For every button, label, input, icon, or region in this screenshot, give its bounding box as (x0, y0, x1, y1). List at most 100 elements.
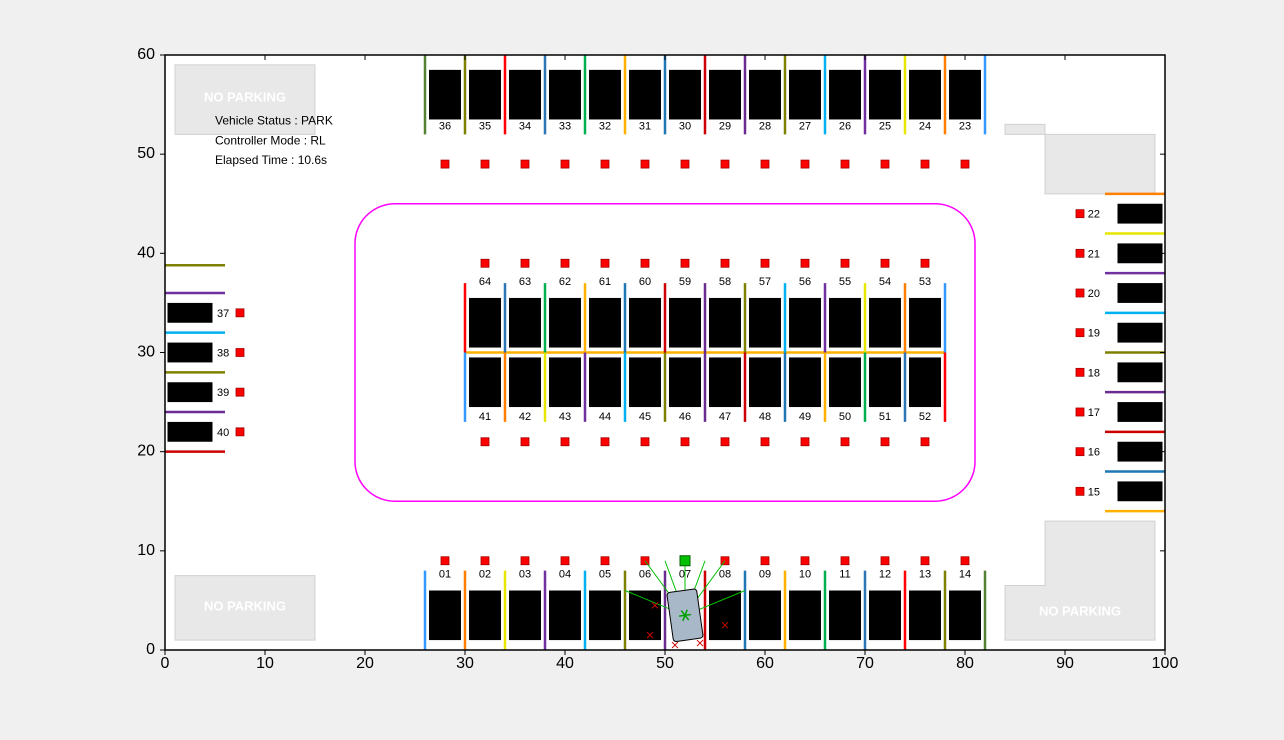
parked-car (509, 70, 541, 120)
svg-text:39: 39 (217, 387, 229, 399)
svg-text:NO PARKING: NO PARKING (1039, 90, 1121, 105)
parked-car (549, 70, 581, 120)
svg-text:29: 29 (719, 120, 731, 132)
x-tick-label: 70 (856, 655, 874, 672)
parked-car (709, 357, 741, 407)
svg-text:09: 09 (759, 569, 771, 581)
parked-car (789, 70, 821, 120)
x-tick-label: 80 (956, 655, 974, 672)
red-marker (761, 438, 769, 446)
red-marker (561, 259, 569, 267)
parked-car (549, 298, 581, 348)
parked-car (1118, 204, 1163, 224)
x-tick-label: 60 (756, 655, 774, 672)
parked-car (949, 70, 981, 120)
svg-text:18: 18 (1088, 367, 1100, 379)
svg-text:52: 52 (919, 411, 931, 423)
parked-car (168, 422, 213, 442)
svg-text:34: 34 (519, 120, 531, 132)
parked-car (869, 591, 901, 641)
svg-text:01: 01 (439, 569, 451, 581)
parked-car (429, 591, 461, 641)
parked-car (1118, 402, 1163, 422)
red-marker (1076, 249, 1084, 257)
svg-text:02: 02 (479, 569, 491, 581)
red-marker (801, 557, 809, 565)
svg-text:24: 24 (919, 120, 931, 132)
red-marker (641, 160, 649, 168)
red-marker (561, 557, 569, 565)
parked-car (869, 357, 901, 407)
svg-text:44: 44 (599, 411, 611, 423)
svg-text:55: 55 (839, 276, 851, 288)
svg-text:58: 58 (719, 276, 731, 288)
red-marker (481, 259, 489, 267)
parked-car (589, 298, 621, 348)
red-marker (236, 388, 244, 396)
red-marker (236, 428, 244, 436)
red-marker (601, 259, 609, 267)
red-marker (601, 438, 609, 446)
y-tick-label: 10 (137, 542, 155, 559)
svg-text:04: 04 (559, 569, 571, 581)
parked-car (909, 298, 941, 348)
parked-car (1118, 283, 1163, 303)
x-tick-label: 50 (656, 655, 674, 672)
red-marker (921, 557, 929, 565)
x-tick-label: 30 (456, 655, 474, 672)
svg-text:56: 56 (799, 276, 811, 288)
red-marker (1076, 329, 1084, 337)
svg-text:17: 17 (1088, 407, 1100, 419)
red-marker (601, 160, 609, 168)
svg-text:37: 37 (217, 308, 229, 320)
svg-text:NO PARKING: NO PARKING (1039, 603, 1121, 618)
red-marker (761, 259, 769, 267)
red-marker (481, 160, 489, 168)
svg-text:47: 47 (719, 411, 731, 423)
svg-text:23: 23 (959, 120, 971, 132)
svg-text:10: 10 (799, 569, 811, 581)
svg-text:63: 63 (519, 276, 531, 288)
parked-car (549, 591, 581, 641)
svg-text:Vehicle Status : PARK: Vehicle Status : PARK (215, 113, 333, 127)
red-marker (921, 160, 929, 168)
svg-text:25: 25 (879, 120, 891, 132)
red-marker (481, 438, 489, 446)
svg-text:51: 51 (879, 411, 891, 423)
x-tick-label: 90 (1056, 655, 1074, 672)
svg-text:31: 31 (639, 120, 651, 132)
svg-text:08: 08 (719, 569, 731, 581)
red-marker (961, 160, 969, 168)
red-marker (1076, 289, 1084, 297)
parked-car (829, 357, 861, 407)
y-tick-label: 20 (137, 443, 155, 460)
parked-car (589, 591, 621, 641)
svg-text:62: 62 (559, 276, 571, 288)
svg-text:38: 38 (217, 347, 229, 359)
red-marker (1076, 368, 1084, 376)
red-marker (681, 259, 689, 267)
parked-car (669, 298, 701, 348)
red-marker (881, 160, 889, 168)
parked-car (709, 70, 741, 120)
svg-text:Elapsed Time : 10.6s: Elapsed Time : 10.6s (215, 153, 327, 167)
svg-text:48: 48 (759, 411, 771, 423)
parked-car (749, 70, 781, 120)
svg-text:33: 33 (559, 120, 571, 132)
red-marker (441, 557, 449, 565)
svg-text:50: 50 (839, 411, 851, 423)
red-marker (681, 438, 689, 446)
parked-car (669, 357, 701, 407)
svg-text:15: 15 (1088, 486, 1100, 498)
red-marker (721, 259, 729, 267)
svg-text:46: 46 (679, 411, 691, 423)
svg-text:28: 28 (759, 120, 771, 132)
red-marker (881, 259, 889, 267)
red-marker (881, 557, 889, 565)
red-marker (1076, 210, 1084, 218)
svg-text:57: 57 (759, 276, 771, 288)
x-tick-label: 20 (356, 655, 374, 672)
svg-text:27: 27 (799, 120, 811, 132)
red-marker (441, 160, 449, 168)
parked-car (469, 70, 501, 120)
